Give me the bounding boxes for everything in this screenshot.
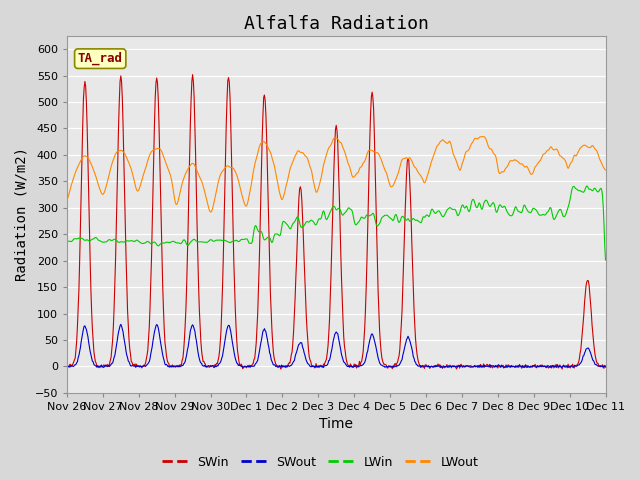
LWout <box>554 147 561 153</box>
LWin <box>552 213 560 219</box>
SWout <box>434 363 442 369</box>
SWin <box>189 72 196 77</box>
SWin <box>63 364 71 370</box>
Line: LWin: LWin <box>67 186 605 260</box>
SWout <box>554 362 561 368</box>
SWout <box>438 365 446 371</box>
LWout <box>602 167 609 173</box>
LWout <box>381 167 388 173</box>
LWout <box>205 204 212 210</box>
LWout <box>207 209 214 215</box>
Line: SWout: SWout <box>67 324 605 368</box>
LWout <box>434 142 442 148</box>
SWout <box>63 362 71 368</box>
SWout <box>329 343 337 348</box>
SWout <box>205 363 213 369</box>
LWin <box>181 238 189 244</box>
Line: SWin: SWin <box>67 74 605 369</box>
SWout <box>381 364 388 370</box>
SWin <box>330 189 337 195</box>
LWin <box>328 206 335 212</box>
LWin <box>380 213 388 218</box>
LWin <box>433 209 441 215</box>
LWout <box>63 196 71 202</box>
Title: Alfalfa Radiation: Alfalfa Radiation <box>244 15 429 33</box>
SWout <box>602 363 609 369</box>
SWin <box>277 366 285 372</box>
Line: LWout: LWout <box>67 136 605 212</box>
LWin <box>63 238 71 244</box>
Legend: SWin, SWout, LWin, LWout: SWin, SWout, LWin, LWout <box>157 451 483 474</box>
SWout <box>117 322 125 327</box>
Text: TA_rad: TA_rad <box>77 52 123 65</box>
SWout <box>182 355 189 361</box>
LWout <box>329 138 337 144</box>
LWout <box>480 133 488 139</box>
LWout <box>181 172 189 178</box>
SWin <box>435 363 442 369</box>
SWin <box>602 364 609 370</box>
LWin <box>205 239 212 244</box>
X-axis label: Time: Time <box>319 418 353 432</box>
LWin <box>602 257 609 263</box>
SWin <box>554 362 561 368</box>
SWin <box>205 364 213 370</box>
SWin <box>381 362 389 368</box>
SWin <box>181 323 189 329</box>
Y-axis label: Radiation (W/m2): Radiation (W/m2) <box>15 147 29 281</box>
LWin <box>583 183 591 189</box>
